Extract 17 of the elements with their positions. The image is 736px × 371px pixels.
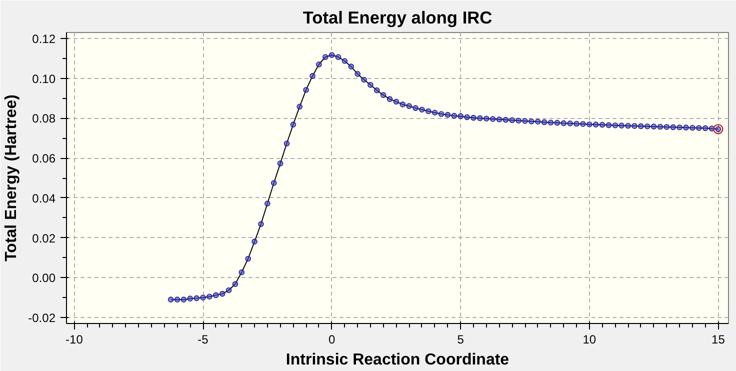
y-tick-label: 0.04 [32,191,56,206]
x-axis-title: Intrinsic Reaction Coordinate [286,352,510,368]
y-tick-label: 0.08 [32,112,56,126]
y-tick-label: -0.02 [28,311,56,326]
y-tick-label: 0.10 [32,72,56,86]
x-tick-label: 15 [712,332,726,346]
chart-title: Total Energy along IRC [302,8,493,28]
x-tick-label: -5 [198,332,209,346]
y-tick-label: 0.06 [32,152,56,166]
y-tick-label: 0.12 [32,32,56,46]
y-axis-title: Total Energy (Hartree) [3,94,20,262]
x-tick-label: 10 [582,332,596,346]
y-tick-label: 0.00 [32,271,56,286]
y-tick-label: 0.02 [32,231,56,246]
x-tick-label: -10 [66,332,84,346]
x-tick-label: 0 [328,332,336,346]
x-tick-label: 5 [457,332,464,346]
